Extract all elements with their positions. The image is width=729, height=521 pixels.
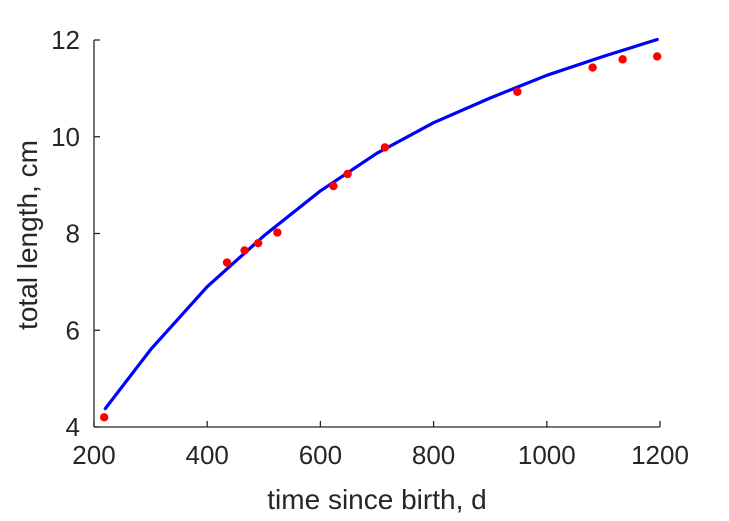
data-point: [343, 169, 352, 179]
x-tick-label: 200: [72, 440, 115, 470]
y-axis-label: total length, cm: [12, 140, 43, 330]
data-point: [618, 55, 627, 64]
data-point: [513, 87, 522, 96]
plot-area: [99, 37, 662, 422]
y-tick-label: 10: [51, 122, 80, 152]
data-point: [222, 258, 232, 267]
x-tick-label: 1000: [518, 440, 576, 470]
y-tick-label: 8: [66, 219, 80, 249]
data-point: [273, 228, 282, 237]
x-tick-label: 400: [186, 440, 229, 470]
data-point: [329, 181, 338, 191]
data-point: [253, 238, 263, 248]
data-point: [380, 143, 390, 152]
y-tick-label: 4: [66, 412, 80, 442]
y-tick-label: 6: [66, 315, 80, 345]
data-point: [240, 246, 249, 255]
x-axis-label: time since birth, d: [267, 484, 486, 515]
x-tick-label: 600: [299, 440, 342, 470]
data-point: [99, 413, 109, 422]
y-tick-label: 12: [51, 25, 80, 55]
x-tick-label: 800: [412, 440, 455, 470]
axes: 200 400 600 800 1000 1200 4 6 8 10 12: [51, 25, 689, 470]
fit-curve-line: [103, 37, 659, 411]
data-point: [588, 63, 597, 72]
x-tick-label: 1200: [631, 440, 689, 470]
data-point: [652, 52, 662, 61]
